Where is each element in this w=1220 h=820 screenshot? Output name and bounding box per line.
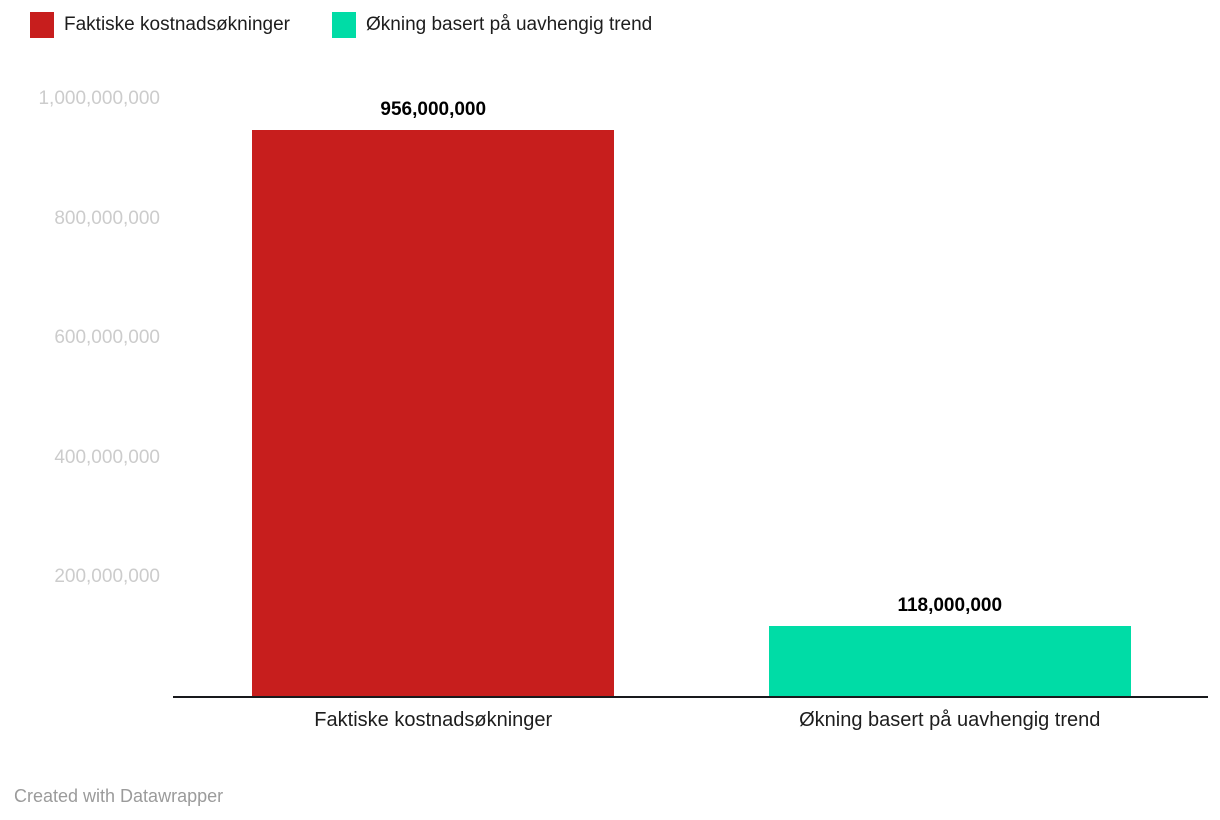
bar-1 [252, 130, 615, 697]
bar-2 [768, 626, 1131, 697]
x-axis-labels: Faktiske kostnadsøkninger Økning basert p… [175, 709, 1208, 732]
bar-value-label: 118,000,000 [897, 595, 1003, 617]
legend-item-1: Faktiske kostnadsøkninger [30, 12, 290, 38]
y-tick-label: 1,000,000,000 [38, 88, 160, 109]
legend-swatch-icon [30, 12, 54, 38]
y-tick-label: 400,000,000 [54, 446, 160, 468]
legend-swatch-icon [332, 12, 356, 38]
x-category-label-2: Økning basert på uavhengig trend [799, 709, 1101, 731]
legend-item-2: Økning basert på uavhengig trend [332, 12, 652, 38]
legend-label: Faktiske kostnadsøkninger [64, 14, 290, 35]
y-tick-label: 200,000,000 [54, 566, 160, 588]
legend: Faktiske kostnadsøkninger Økning basert p… [30, 12, 652, 38]
chart-credit: Created with Datawrapper [14, 786, 224, 806]
bar-group-1: 956,000,000 [175, 99, 692, 697]
y-axis: 200,000,000 400,000,000 600,000,000 800,000… [10, 88, 160, 697]
x-axis-line [173, 696, 1208, 698]
plot-area: 956,000,000 118,000,000 [175, 99, 1208, 697]
y-tick-label: 800,000,000 [54, 207, 160, 229]
x-category-label-1: Faktiske kostnadsøkninger [314, 709, 553, 731]
y-tick-label: 600,000,000 [54, 327, 160, 349]
bar-group-2: 118,000,000 [692, 99, 1209, 697]
legend-label: Økning basert på uavhengig trend [366, 14, 653, 35]
bar-value-label: 956,000,000 [380, 99, 487, 120]
